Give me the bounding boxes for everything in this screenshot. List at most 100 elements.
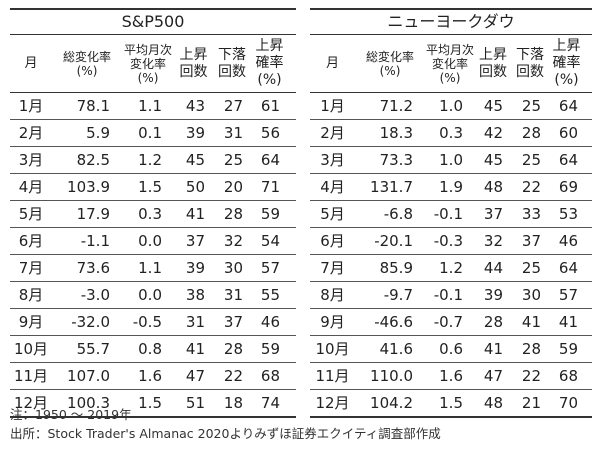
- cell-avg-monthly-change: 0.0: [138, 232, 162, 250]
- cell-avg-monthly-change: -0.1: [433, 286, 463, 304]
- header-month: 月: [24, 55, 38, 71]
- cell-up-probability: 70: [558, 394, 578, 412]
- cell-month: 4月: [18, 178, 44, 196]
- cell-down-count: 31: [223, 286, 243, 304]
- table-row: 12月 100.3 1.5 51 18 74: [10, 390, 296, 418]
- cell-total-change: 55.7: [76, 340, 110, 358]
- table-row: 9月 -46.6 -0.7 28 41 41: [310, 309, 592, 336]
- cell-up-probability: 68: [558, 367, 578, 385]
- table-row: 2月 5.9 0.1 39 31 56: [10, 120, 296, 147]
- cell-total-change: 131.7: [370, 178, 413, 196]
- cell-down-count: 30: [521, 286, 541, 304]
- cell-up-count: 39: [483, 286, 503, 304]
- cell-up-count: 31: [185, 313, 205, 331]
- cell-month: 2月: [320, 124, 345, 142]
- table-row: 10月 55.7 0.8 41 28 59: [10, 336, 296, 363]
- cell-up-count: 39: [185, 124, 205, 142]
- period-note: 注：1950 ～ 2019年: [10, 407, 132, 422]
- cell-up-probability: 55: [260, 286, 280, 304]
- cell-up-probability: 60: [558, 124, 578, 142]
- cell-avg-monthly-change: 1.9: [439, 178, 463, 196]
- cell-avg-monthly-change: -0.5: [132, 313, 162, 331]
- header-month: 月: [325, 55, 339, 71]
- cell-month: 9月: [320, 313, 345, 331]
- cell-month: 8月: [320, 286, 345, 304]
- cell-up-probability: 64: [260, 151, 280, 169]
- cell-total-change: 41.6: [379, 340, 413, 358]
- cell-up-probability: 41: [558, 313, 578, 331]
- header-total-change: 総変化率 (%): [62, 49, 111, 78]
- header-down-count: 下落 回数: [218, 46, 246, 80]
- cell-up-count: 41: [185, 340, 205, 358]
- cell-down-count: 37: [223, 313, 243, 331]
- cell-month: 5月: [320, 205, 345, 223]
- cell-month: 11月: [315, 367, 350, 385]
- cell-avg-monthly-change: 1.6: [138, 367, 162, 385]
- cell-up-count: 51: [185, 394, 205, 412]
- table-body: 1月 78.1 1.1 43 27 61 2月 5.9 0.1 39 31 56 3月 82.5 1.2 45…: [10, 93, 296, 418]
- sp500-table: S&P500 月 総変化率 (%) 平均月次 変化率 (%) 上昇 回数 下落 回数 上昇…: [10, 8, 296, 418]
- cell-total-change: -6.8: [383, 205, 413, 223]
- cell-month: 3月: [320, 151, 345, 169]
- cell-up-probability: 74: [260, 394, 280, 412]
- cell-up-probability: 46: [260, 313, 280, 331]
- table-row: 3月 82.5 1.2 45 25 64: [10, 147, 296, 174]
- cell-avg-monthly-change: 1.5: [439, 394, 463, 412]
- cell-month: 10月: [315, 340, 350, 358]
- footnotes: 注：1950 ～ 2019年 出所：Stock Trader's Almanac…: [10, 405, 441, 443]
- cell-total-change: 85.9: [379, 259, 413, 277]
- cell-month: 5月: [18, 205, 44, 223]
- cell-down-count: 18: [223, 394, 243, 412]
- cell-down-count: 21: [521, 394, 541, 412]
- cell-avg-monthly-change: -0.7: [433, 313, 463, 331]
- cell-up-probability: 64: [558, 259, 578, 277]
- cell-up-count: 39: [185, 259, 205, 277]
- cell-down-count: 20: [223, 178, 243, 196]
- cell-up-count: 47: [483, 367, 503, 385]
- cell-total-change: -1.1: [80, 232, 110, 250]
- header-avg-monthly-change: 平均月次 変化率 (%): [123, 42, 172, 85]
- cell-total-change: 5.9: [86, 124, 110, 142]
- cell-down-count: 41: [521, 313, 541, 331]
- table-body: 1月 71.2 1.0 45 25 64 2月 18.3 0.3 42 28 60 3月 73.3 1.0 4…: [310, 93, 592, 418]
- table-title: S&P500: [10, 8, 296, 35]
- cell-down-count: 28: [223, 340, 243, 358]
- cell-up-probability: 46: [558, 232, 578, 250]
- cell-total-change: 73.3: [379, 151, 413, 169]
- cell-avg-monthly-change: 0.3: [439, 124, 463, 142]
- cell-down-count: 25: [521, 97, 541, 115]
- cell-total-change: -46.6: [374, 313, 413, 331]
- cell-month: 7月: [18, 259, 44, 277]
- cell-down-count: 25: [521, 259, 541, 277]
- table-row: 8月 -3.0 0.0 38 31 55: [10, 282, 296, 309]
- header-up-probability: 上昇 確率 (%): [552, 38, 581, 88]
- cell-up-probability: 57: [260, 259, 280, 277]
- header-row: 月 総変化率 (%) 平均月次 変化率 (%) 上昇 回数 下落 回数 上昇 確率 (%): [10, 35, 296, 93]
- cell-up-count: 48: [483, 394, 503, 412]
- cell-down-count: 27: [223, 97, 243, 115]
- table-row: 6月 -1.1 0.0 37 32 54: [10, 228, 296, 255]
- table-row: 12月 104.2 1.5 48 21 70: [310, 390, 592, 418]
- table-row: 5月 17.9 0.3 41 28 59: [10, 201, 296, 228]
- cell-up-count: 38: [185, 286, 205, 304]
- cell-month: 7月: [320, 259, 345, 277]
- cell-avg-monthly-change: 0.8: [138, 340, 162, 358]
- cell-avg-monthly-change: 0.0: [138, 286, 162, 304]
- cell-up-count: 37: [185, 232, 205, 250]
- table-row: 3月 73.3 1.0 45 25 64: [310, 147, 592, 174]
- cell-up-probability: 59: [260, 205, 280, 223]
- cell-down-count: 33: [521, 205, 541, 223]
- table-row: 4月 131.7 1.9 48 22 69: [310, 174, 592, 201]
- cell-avg-monthly-change: 1.0: [439, 151, 463, 169]
- cell-down-count: 28: [223, 205, 243, 223]
- dow-table: ニューヨークダウ 月 総変化率 (%) 平均月次 変化率 (%) 上昇 回数 下落 回数…: [310, 8, 592, 418]
- cell-month: 8月: [18, 286, 44, 304]
- cell-up-probability: 64: [558, 97, 578, 115]
- cell-month: 1月: [18, 97, 44, 115]
- cell-down-count: 22: [223, 367, 243, 385]
- cell-month: 12月: [13, 394, 49, 412]
- cell-up-probability: 64: [558, 151, 578, 169]
- cell-down-count: 37: [521, 232, 541, 250]
- table-row: 7月 73.6 1.1 39 30 57: [10, 255, 296, 282]
- cell-avg-monthly-change: -0.1: [433, 205, 463, 223]
